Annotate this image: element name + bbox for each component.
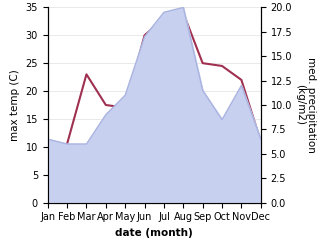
X-axis label: date (month): date (month) [115,228,193,238]
Y-axis label: med. precipitation
(kg/m2): med. precipitation (kg/m2) [295,57,316,153]
Y-axis label: max temp (C): max temp (C) [10,69,20,141]
